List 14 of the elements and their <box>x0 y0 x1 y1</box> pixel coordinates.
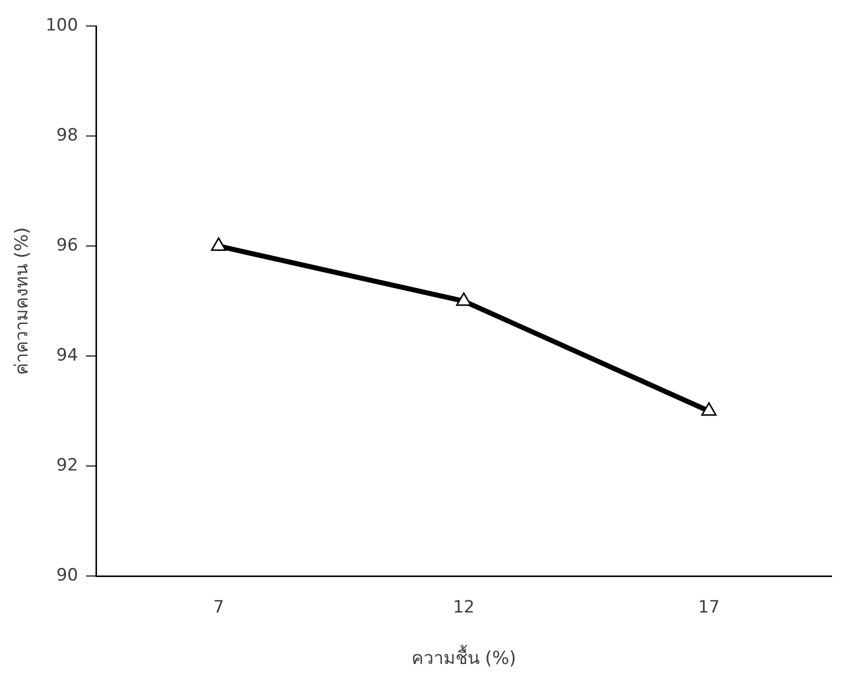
y-tick-label: 94 <box>56 346 78 366</box>
y-tick-label: 100 <box>46 16 78 36</box>
x-tick-label: 12 <box>452 598 475 618</box>
y-axis-title: ค่าความคงทน (%) <box>11 227 32 376</box>
point <box>701 402 717 416</box>
point <box>456 292 472 306</box>
x-tick-label: 7 <box>213 598 224 618</box>
y-tick-label: 92 <box>56 455 78 476</box>
point <box>210 237 226 251</box>
y-tick-label: 96 <box>56 236 78 256</box>
y-tick-label: 90 <box>56 565 78 586</box>
y-tick-label: 98 <box>56 126 78 146</box>
x-tick-label: 17 <box>698 598 720 618</box>
x-axis-title: ความชื้น (%) <box>411 644 516 669</box>
